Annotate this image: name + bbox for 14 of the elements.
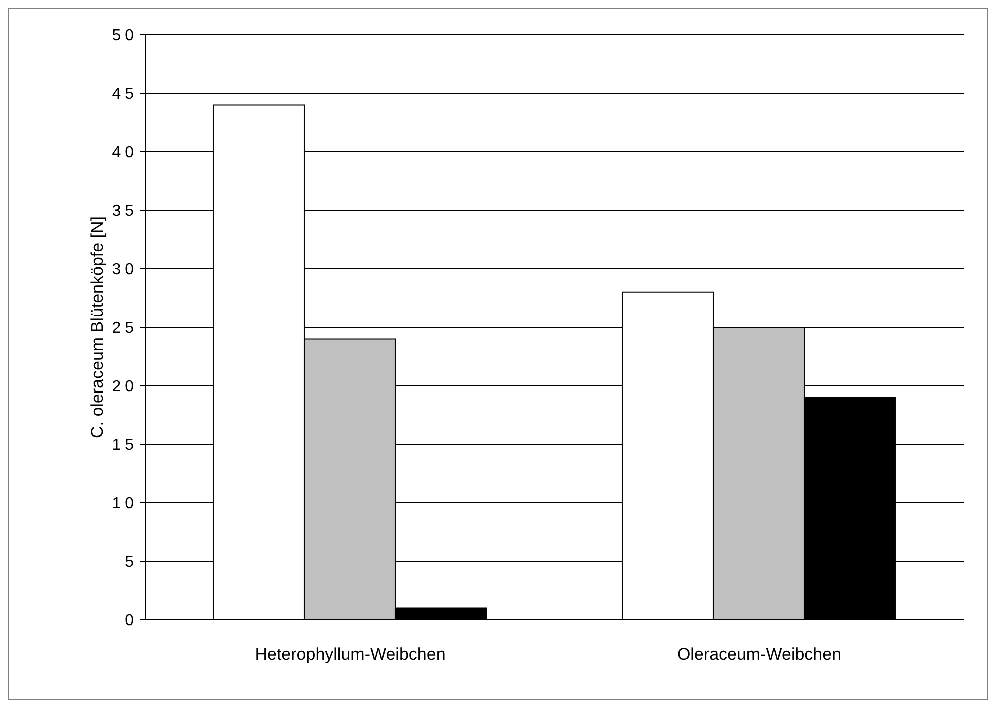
x-tick-label: Heterophyllum-Weibchen [255,645,446,664]
y-axis-title: C. oleraceum Blütenköpfe [N] [88,216,108,439]
y-tick-label: 40 [112,144,138,162]
y-tick-label: 15 [112,437,138,454]
x-tick-label: Oleraceum-Weibchen [677,645,842,664]
y-tick-label: 45 [112,86,138,104]
y-tick-label: 10 [112,496,138,513]
y-tick-label: 0 [125,612,138,630]
y-tick-label: 5 [125,554,138,572]
y-tick-label: 25 [112,320,138,338]
y-tick-label: 35 [112,203,138,220]
y-tick-label: 30 [112,262,138,279]
y-tick-label: 20 [112,378,138,396]
y-tick-label: 50 [112,28,138,45]
